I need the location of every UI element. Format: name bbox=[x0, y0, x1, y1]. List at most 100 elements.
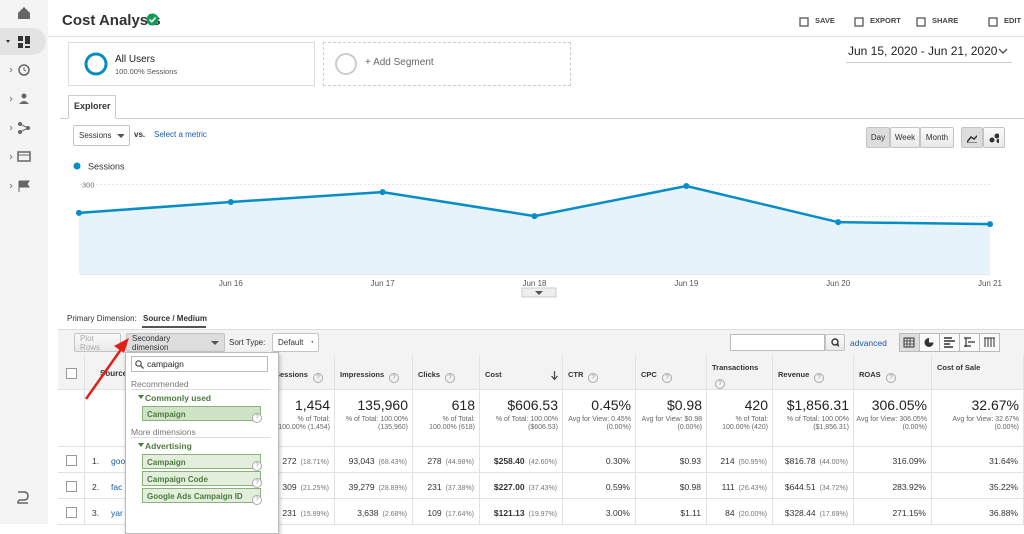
column-header[interactable]: Impressions bbox=[340, 370, 385, 379]
checkbox bbox=[66, 368, 77, 379]
help[interactable]: ? bbox=[389, 372, 399, 383]
point bbox=[987, 221, 993, 228]
secondary-dimension[interactable]: Secondary dimension bbox=[126, 333, 225, 352]
column-header[interactable]: CTR bbox=[568, 370, 584, 379]
period-button[interactable]: Month bbox=[920, 127, 954, 148]
row-checkbox-cell bbox=[58, 447, 85, 473]
segment-card[interactable] bbox=[68, 42, 315, 86]
cell-value: 109 bbox=[427, 508, 442, 518]
data-cell: $328.44 (17.69%) bbox=[773, 499, 854, 525]
totals-cell bbox=[335, 390, 413, 447]
sidebar bbox=[0, 0, 48, 524]
help[interactable]: ? bbox=[662, 372, 672, 383]
metric-dropdown[interactable]: Sessions bbox=[73, 125, 130, 146]
checkbox[interactable] bbox=[66, 507, 77, 518]
date-range[interactable]: Jun 15, 2020 - Jun 21, 2020 bbox=[848, 44, 998, 58]
motion-chart-toggle[interactable] bbox=[983, 127, 1005, 148]
header-action[interactable]: SAVE bbox=[815, 16, 835, 25]
header-action[interactable]: SHARE bbox=[932, 16, 959, 25]
help[interactable]: ? bbox=[814, 372, 824, 383]
column-header[interactable]: Cost of Sale bbox=[937, 363, 981, 372]
help[interactable]: ? bbox=[715, 378, 725, 389]
menu-item[interactable]: Campaign bbox=[142, 406, 261, 421]
line-chart-toggle[interactable] bbox=[961, 127, 983, 148]
commonly-used-heading[interactable]: Commonly used bbox=[145, 393, 212, 403]
total-detail: Avg for View: 306.05% (0.00%) bbox=[856, 416, 927, 431]
total-value: $1,856.31 bbox=[786, 397, 849, 413]
header-action[interactable]: EDIT bbox=[1004, 16, 1022, 25]
explorer-tab[interactable] bbox=[68, 95, 116, 119]
help-icon: ? bbox=[811, 369, 824, 387]
x-tick-label: Jun 21 bbox=[978, 279, 1003, 288]
menu-divider bbox=[131, 437, 271, 438]
help-icon: ? bbox=[249, 474, 262, 492]
help[interactable]: ? bbox=[886, 372, 896, 383]
cell-value: 231 bbox=[427, 482, 442, 492]
total-value: 0.45% bbox=[591, 397, 631, 413]
view-toggles[interactable] bbox=[899, 333, 1000, 352]
help-icon: ? bbox=[659, 369, 672, 387]
advertising-heading[interactable]: Advertising bbox=[145, 441, 192, 451]
column-header[interactable]: Cost bbox=[485, 370, 502, 379]
cell-value: $644.51 bbox=[784, 482, 816, 492]
select-metric[interactable]: Select a metric bbox=[154, 130, 207, 139]
add-segment-card[interactable] bbox=[323, 42, 571, 86]
column-header[interactable]: Transactions bbox=[712, 363, 759, 372]
cell-value: 93,043 bbox=[348, 456, 375, 466]
point bbox=[683, 183, 690, 189]
icon bbox=[854, 17, 864, 27]
menu-search[interactable] bbox=[131, 356, 268, 372]
source-link[interactable]: yar bbox=[111, 508, 123, 518]
source-link[interactable]: goo bbox=[111, 456, 126, 466]
metric-label: Sessions bbox=[79, 131, 112, 140]
sort-type-label: Sort Type: bbox=[229, 338, 266, 347]
help[interactable]: ? bbox=[588, 372, 598, 383]
total-detail: % of Total: 100.00% (420) bbox=[722, 416, 768, 431]
advanced-link[interactable]: advanced bbox=[850, 338, 887, 348]
help[interactable]: ? bbox=[313, 372, 323, 383]
menu-item[interactable]: Campaign Code bbox=[142, 471, 261, 486]
help[interactable]: ? bbox=[252, 494, 262, 505]
sort-type-dropdown[interactable]: Default bbox=[272, 333, 319, 352]
checkbox[interactable] bbox=[66, 455, 77, 466]
cell-value: 31.64% bbox=[989, 456, 1018, 466]
cell-value: 0.30% bbox=[605, 456, 630, 466]
period-button[interactable]: Week bbox=[890, 127, 920, 148]
cell-percent: (68.43%) bbox=[378, 459, 407, 466]
point bbox=[379, 189, 386, 196]
search-button[interactable] bbox=[825, 334, 845, 351]
menu-item[interactable]: Campaign bbox=[142, 454, 261, 469]
sidebar-icons[interactable] bbox=[0, 0, 48, 524]
help[interactable]: ? bbox=[252, 460, 262, 471]
header-action[interactable]: EXPORT bbox=[870, 16, 901, 25]
help[interactable]: ? bbox=[252, 412, 262, 423]
column-header[interactable]: Revenue bbox=[778, 370, 810, 379]
cell-value: 271.15% bbox=[892, 508, 926, 518]
add-segment[interactable]: + Add Segment bbox=[365, 57, 434, 68]
sort-arrow bbox=[551, 368, 558, 386]
period-button[interactable]: Day bbox=[866, 127, 890, 148]
plot-rows[interactable]: Plot Rows bbox=[74, 333, 121, 352]
primary-dimension-value[interactable]: Source / Medium bbox=[143, 314, 208, 323]
column-header[interactable]: Sessions bbox=[275, 370, 308, 379]
total-detail: % of Total: 100.00% ($1,856.31) bbox=[786, 416, 849, 431]
column-header[interactable]: CPC bbox=[641, 370, 657, 379]
point bbox=[835, 219, 842, 226]
area bbox=[79, 186, 990, 274]
cell-value: 36.88% bbox=[989, 508, 1018, 518]
total-detail: Avg for View: 0.45% (0.00%) bbox=[568, 416, 631, 431]
icon bbox=[799, 17, 809, 27]
help[interactable]: ? bbox=[445, 372, 455, 383]
data-cell: 278 (44.98%) bbox=[413, 447, 480, 473]
checkbox[interactable] bbox=[66, 481, 77, 492]
column-header[interactable]: ROAS bbox=[859, 370, 881, 379]
column-header[interactable]: Clicks bbox=[418, 370, 441, 379]
source-link[interactable]: fac bbox=[111, 482, 123, 492]
table-search[interactable] bbox=[730, 334, 825, 351]
menu-item[interactable]: Google Ads Campaign ID bbox=[142, 488, 261, 503]
total-value: 32.67% bbox=[971, 397, 1019, 413]
chart-expander-caret bbox=[535, 291, 543, 295]
data-cell: 3,638 (2.68%) bbox=[335, 499, 413, 525]
help[interactable]: ? bbox=[252, 477, 262, 488]
